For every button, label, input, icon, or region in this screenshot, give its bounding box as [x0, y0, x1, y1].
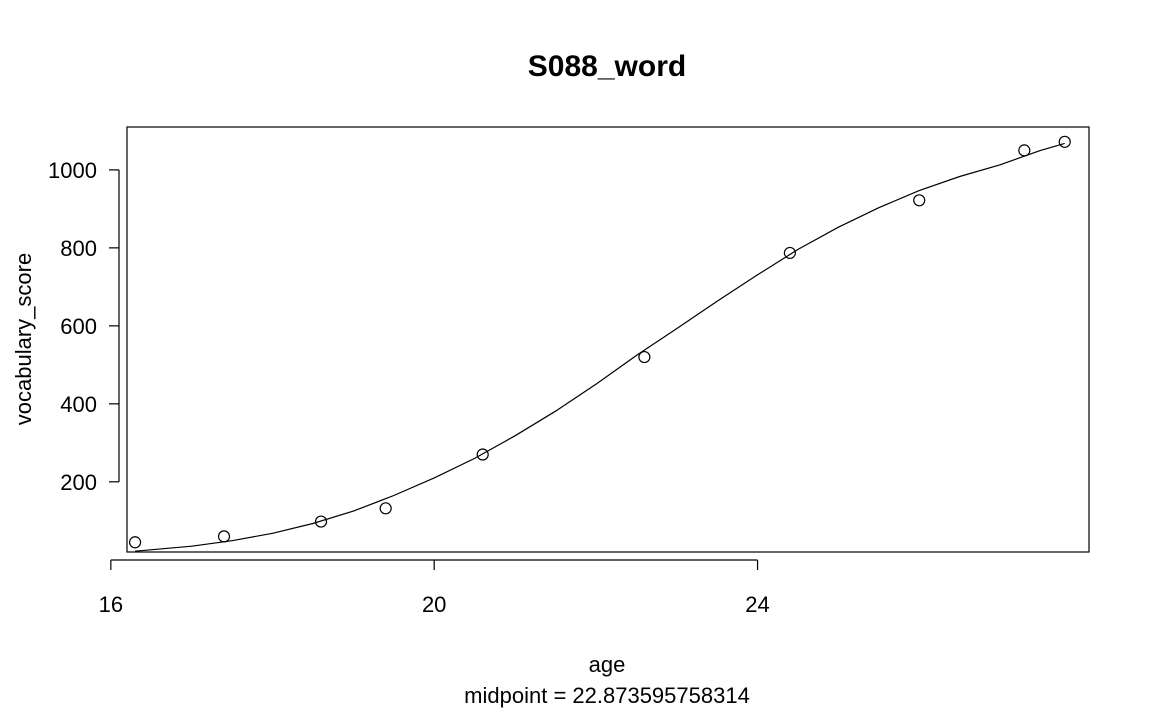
x-axis-label: age	[589, 652, 626, 677]
x-tick-label: 24	[745, 592, 769, 617]
data-point	[128, 536, 142, 549]
data-point	[638, 350, 651, 364]
y-tick-label: 400	[60, 392, 97, 417]
plot-frame	[126, 126, 1090, 553]
data-point	[783, 246, 796, 260]
data-point	[913, 194, 926, 207]
x-tick-label: 20	[422, 592, 446, 617]
data-point	[217, 530, 231, 543]
x-axis-sublabel: midpoint = 22.873595758314	[464, 683, 750, 708]
y-tick-label: 1000	[48, 158, 97, 183]
data-point	[476, 448, 489, 461]
data-point	[314, 515, 328, 528]
y-tick-label: 800	[60, 236, 97, 261]
fit-curve	[135, 142, 1065, 552]
y-tick-label: 600	[60, 314, 97, 339]
data-point	[1058, 135, 1071, 148]
data-point	[379, 502, 392, 515]
y-tick-label: 200	[60, 470, 97, 495]
plot-marks	[128, 135, 1071, 552]
y-axis: 200 400 600 800 1000	[48, 158, 120, 495]
y-axis-label: vocabulary_score	[11, 253, 36, 425]
x-tick-label: 16	[99, 592, 123, 617]
x-axis: 16 20 24	[99, 559, 770, 617]
chart-title: S088_word	[528, 50, 686, 83]
